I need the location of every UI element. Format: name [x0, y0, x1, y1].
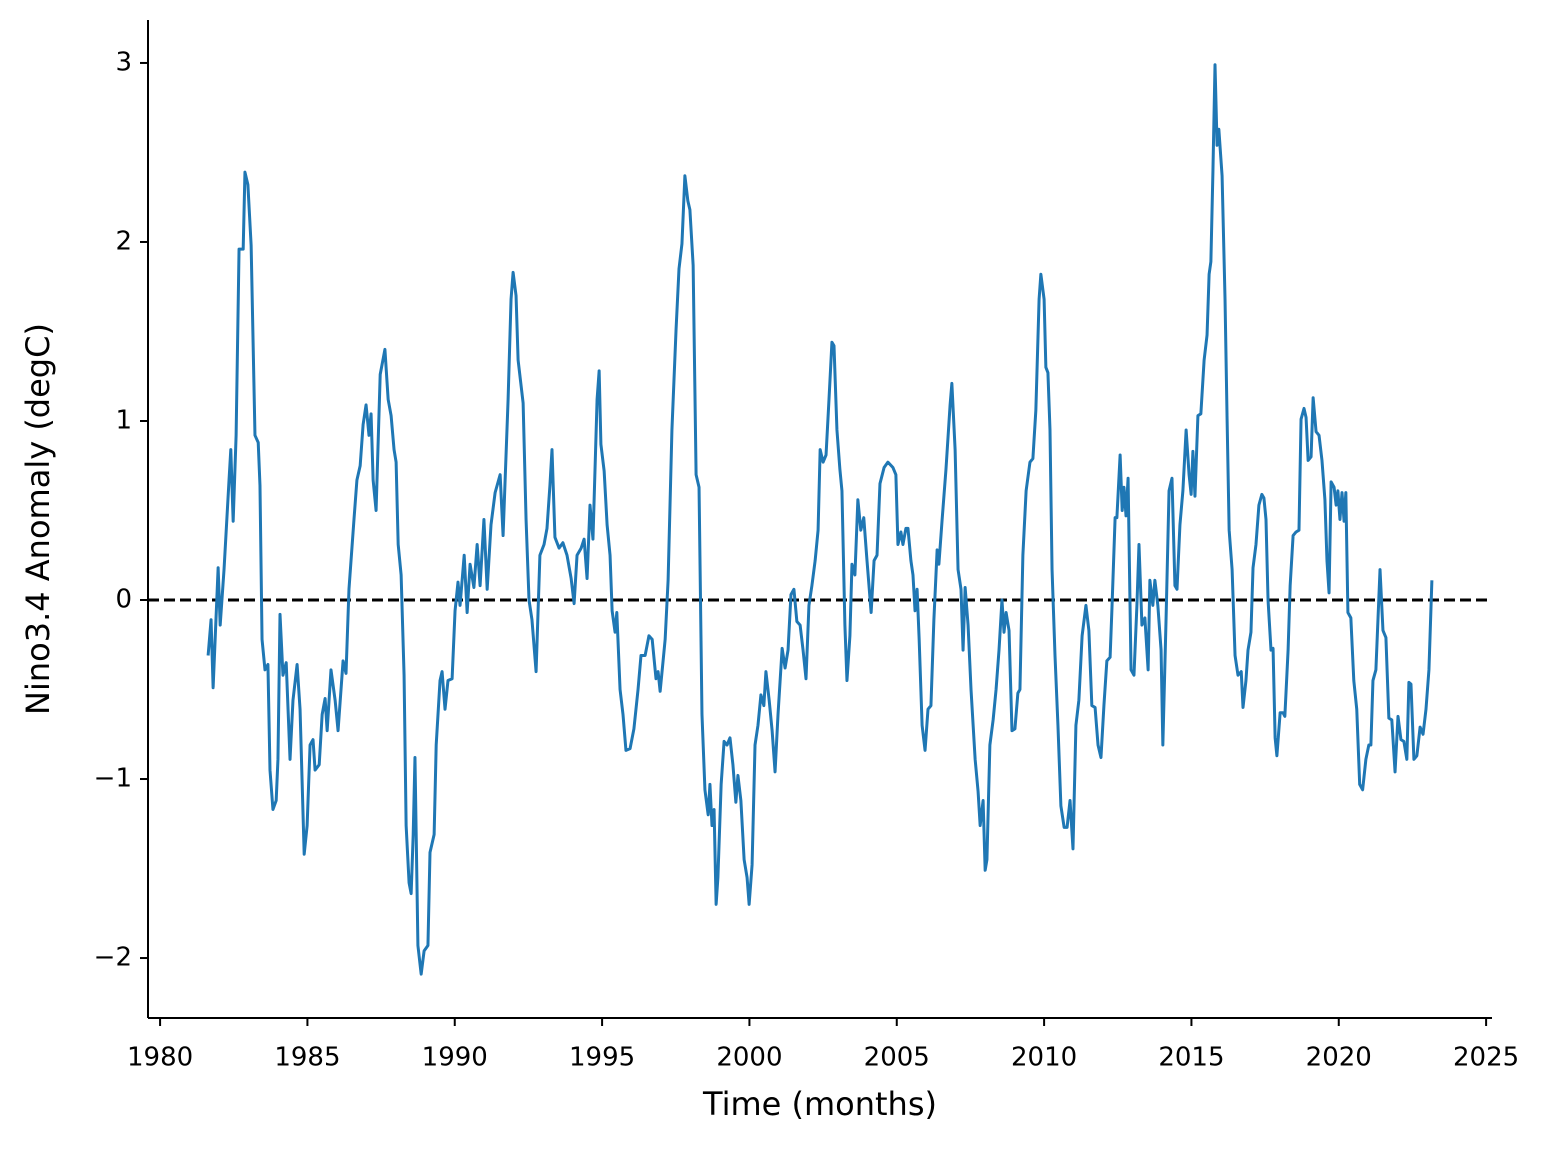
y-tick-label: 0: [115, 585, 132, 615]
x-tick-label: 1980: [127, 1043, 193, 1073]
x-tick-label: 1985: [274, 1043, 340, 1073]
x-tick-label: 2010: [1011, 1043, 1077, 1073]
x-tick-label: 2015: [1158, 1043, 1224, 1073]
x-tick-label: 1995: [569, 1043, 635, 1073]
y-tick-label: 1: [115, 405, 132, 435]
x-tick-label: 1990: [422, 1043, 488, 1073]
y-tick-label: −2: [94, 943, 132, 973]
x-tick-label: 2005: [864, 1043, 930, 1073]
x-tick-label: 2020: [1306, 1043, 1372, 1073]
x-tick-label: 2025: [1453, 1043, 1519, 1073]
data-line: [206, 63, 1434, 976]
y-axis-label: Nino3.4 Anomaly (degC): [19, 323, 57, 715]
y-tick-label: 3: [115, 47, 132, 77]
y-tick-label: −1: [94, 764, 132, 794]
y-tick-label: 2: [115, 226, 132, 256]
x-axis-label: Time (months): [702, 1085, 937, 1123]
x-tick-label: 2000: [716, 1043, 782, 1073]
